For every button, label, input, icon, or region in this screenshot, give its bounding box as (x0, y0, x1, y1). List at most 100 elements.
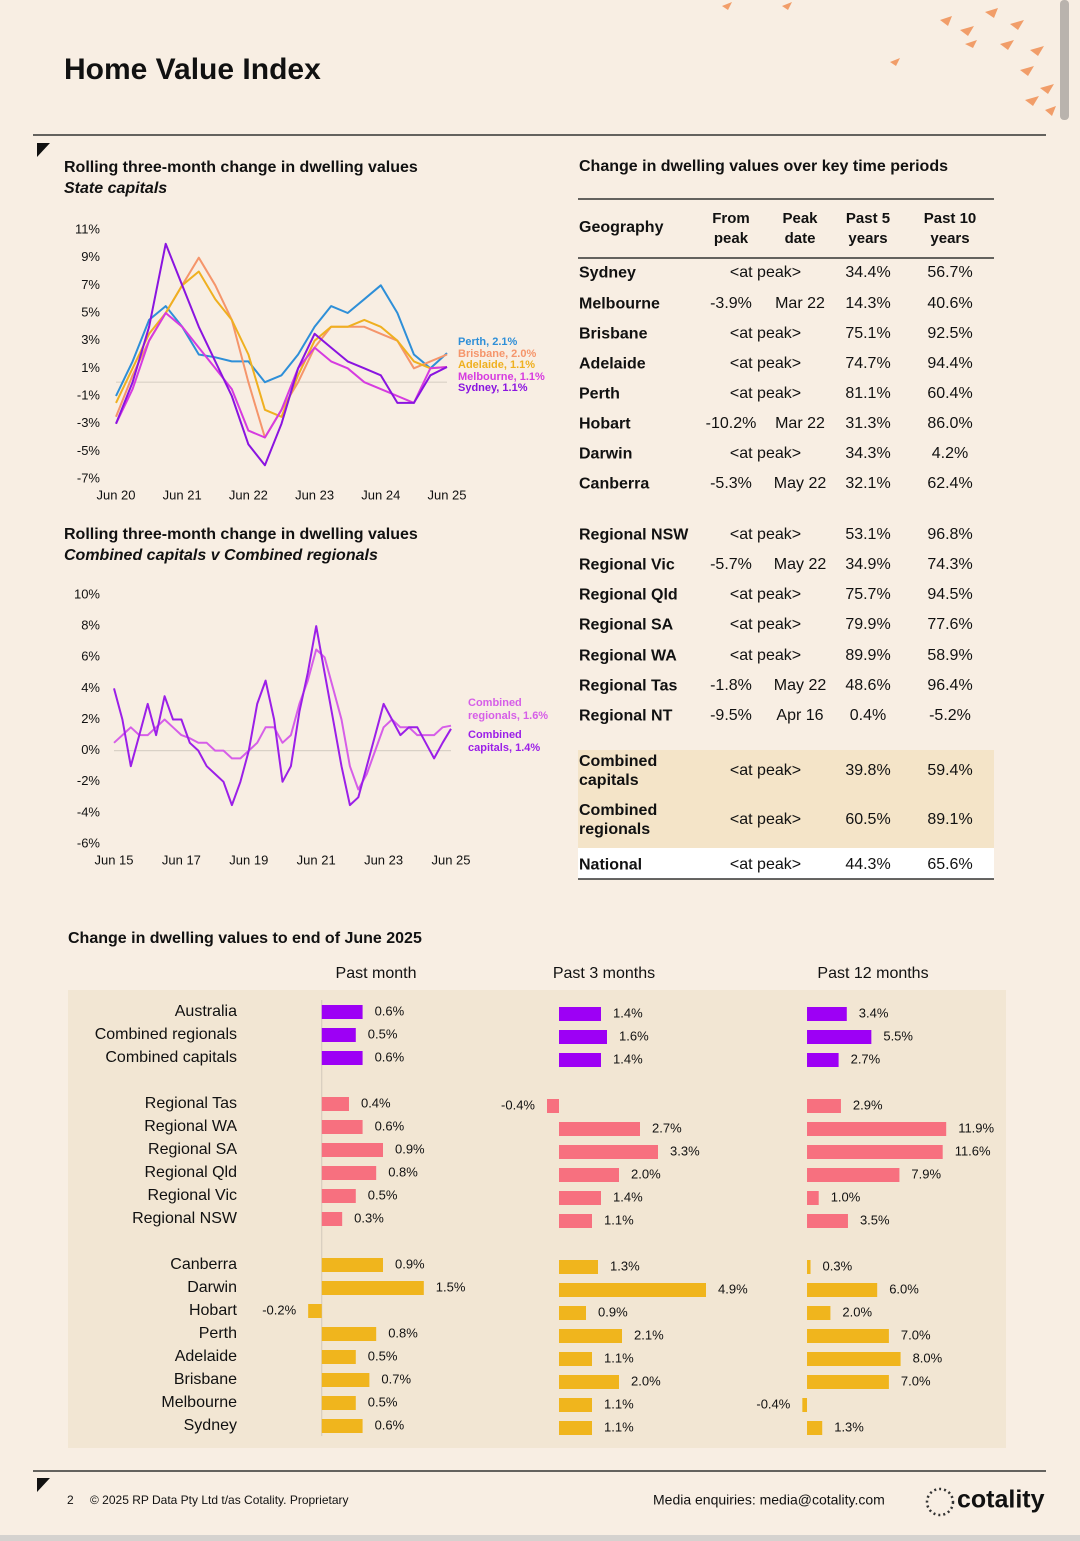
table-cell: 89.1% (927, 811, 973, 828)
scrollbar (1060, 0, 1069, 120)
series-label: Perth, 2.1% (458, 336, 518, 348)
series-label: Sydney, 1.1% (458, 382, 528, 394)
table-cell: 79.9% (845, 616, 891, 633)
row-label: Regional NT (579, 707, 673, 725)
table-cell: 53.1% (845, 526, 891, 543)
category-label: Regional NSW (132, 1210, 238, 1227)
row-label: Regional SA (579, 616, 674, 634)
table-header: From peak (712, 210, 750, 247)
row-label: National (579, 856, 643, 874)
category-label: Combined regionals (95, 1026, 237, 1043)
y-tick-label: 10% (74, 586, 100, 601)
table-cell: <at peak> (729, 445, 802, 462)
bar (807, 1099, 841, 1113)
bar (559, 1398, 592, 1412)
y-tick-label: -1% (77, 387, 101, 402)
value-label: 0.5% (368, 1187, 398, 1202)
category-label: Regional Tas (145, 1095, 237, 1112)
row-label: Combined regionals (579, 802, 658, 838)
table-header: Geography (579, 219, 664, 236)
value-label: 0.6% (375, 1049, 405, 1064)
value-label: 6.0% (889, 1281, 919, 1296)
row-label: Canberra (579, 475, 650, 493)
value-label: 1.1% (604, 1419, 634, 1434)
line-series (115, 284, 448, 397)
bar (559, 1329, 622, 1343)
row-label: Regional Tas (579, 677, 678, 695)
bar (321, 1281, 424, 1295)
value-label: 0.5% (368, 1394, 398, 1409)
table-cell: May 22 (773, 556, 827, 573)
table-cell: <at peak> (729, 385, 802, 402)
category-label: Melbourne (161, 1394, 237, 1411)
row-label: Brisbane (579, 325, 648, 343)
table-cell: Mar 22 (775, 295, 825, 312)
bar (807, 1191, 819, 1205)
row-label: Regional Qld (579, 586, 678, 604)
bar (807, 1421, 823, 1435)
category-label: Australia (175, 1003, 237, 1020)
value-label: 2.9% (853, 1097, 883, 1112)
row-label: Perth (579, 385, 620, 403)
table-highlight (578, 750, 994, 848)
row-label: Melbourne (579, 295, 660, 313)
y-tick-label: 2% (81, 711, 100, 726)
panel-title: Past 12 months (817, 965, 928, 982)
bar (559, 1375, 619, 1389)
value-label: 2.1% (634, 1327, 664, 1342)
table-cell: 96.8% (927, 526, 973, 543)
table-cell: 40.6% (927, 295, 973, 312)
value-label: 0.7% (381, 1371, 411, 1386)
value-label: 2.0% (631, 1373, 661, 1388)
category-label: Perth (199, 1325, 237, 1342)
value-label: 1.3% (834, 1419, 864, 1434)
table-title: Change in dwelling values over key time … (579, 158, 948, 175)
y-tick-label: 5% (81, 304, 100, 319)
value-label: 3.4% (859, 1005, 889, 1020)
bar (308, 1304, 322, 1318)
x-tick-label: Jun 19 (229, 852, 268, 867)
bar (807, 1053, 839, 1067)
bar (559, 1145, 658, 1159)
category-label: Regional Qld (145, 1164, 238, 1181)
y-tick-label: 0% (81, 742, 100, 757)
panel-title: Past 3 months (553, 965, 655, 982)
table-cell: 34.3% (845, 445, 891, 462)
value-label: 0.8% (388, 1325, 418, 1340)
value-label: 0.5% (368, 1348, 398, 1363)
table-cell: 94.5% (927, 586, 973, 603)
bar (807, 1306, 831, 1320)
bar (321, 1396, 356, 1410)
value-label: 1.5% (436, 1279, 466, 1294)
series-label: Adelaide, 1.1% (458, 359, 536, 371)
bar (559, 1168, 619, 1182)
bar (559, 1191, 601, 1205)
table-cell: 77.6% (927, 616, 973, 633)
table-cell: Apr 16 (776, 707, 824, 724)
table-cell: 4.2% (931, 445, 969, 462)
table-cell: 92.5% (927, 325, 973, 342)
table-cell: <at peak> (729, 355, 802, 372)
table-cell: 34.4% (845, 264, 891, 281)
table-cell: 89.9% (845, 647, 891, 664)
table-cell: -9.5% (710, 707, 752, 724)
value-label: 7.0% (901, 1373, 931, 1388)
value-label: -0.2% (262, 1302, 296, 1317)
table-cell: Mar 22 (775, 415, 825, 432)
panel-title: Past month (336, 965, 417, 982)
x-tick-label: Jun 17 (162, 852, 201, 867)
x-tick-label: Jun 15 (94, 852, 133, 867)
bar (559, 1214, 592, 1228)
value-label: 5.5% (883, 1028, 913, 1043)
bar (321, 1350, 356, 1364)
table-highlight (578, 848, 994, 879)
table-cell: 0.4% (849, 707, 887, 724)
value-label: 2.0% (631, 1166, 661, 1181)
series-label: Combined capitals, 1.4% (468, 729, 541, 754)
value-label: 0.5% (368, 1026, 398, 1041)
table-cell: 31.3% (845, 415, 891, 432)
row-label: Combined capitals (579, 753, 658, 789)
y-tick-label: 4% (81, 680, 100, 695)
value-label: 1.6% (619, 1028, 649, 1043)
value-label: 0.8% (388, 1164, 418, 1179)
